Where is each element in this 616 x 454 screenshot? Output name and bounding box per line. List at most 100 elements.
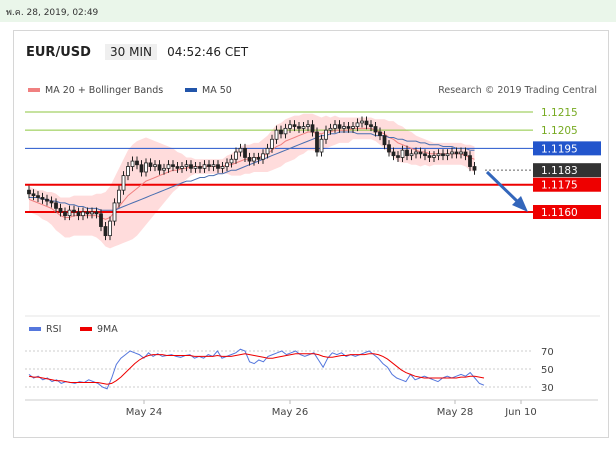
candle-body: [418, 151, 423, 155]
candle-body: [288, 124, 292, 129]
forecast-arrowhead-icon: [512, 196, 528, 212]
candle-body: [351, 126, 355, 129]
candle-body: [112, 202, 117, 222]
candle-body: [270, 138, 274, 149]
candle-body: [229, 158, 234, 164]
candle-body: [463, 151, 468, 157]
candle-body: [180, 166, 184, 169]
candle-body: [36, 195, 40, 198]
candle-body: [130, 160, 135, 167]
ma20-line: [28, 127, 475, 220]
candle-body: [256, 157, 261, 160]
level-lines-layer: [25, 111, 533, 213]
candle-body: [279, 129, 283, 135]
candle-body: [333, 124, 337, 129]
candle-body: [234, 151, 238, 160]
candle-body: [54, 202, 58, 209]
candle-body: [414, 151, 418, 155]
rsi-layer: 70 50 30: [25, 347, 554, 394]
candle-body: [67, 209, 72, 217]
candle-body: [247, 157, 252, 162]
candle-body: [459, 151, 463, 155]
level-labels-layer: 1.1215 1.1205 1.1195 1.1183 1.1175 1.1160: [533, 107, 601, 219]
candle-body: [135, 160, 139, 166]
candle-body: [274, 129, 279, 140]
candle-body: [265, 147, 270, 155]
candle-body: [252, 157, 256, 162]
candle-body: [346, 126, 351, 129]
candle-body: [175, 166, 180, 169]
candle-body: [405, 149, 409, 157]
candle-body: [85, 211, 90, 215]
candle-body: [94, 211, 99, 215]
candle-body: [445, 153, 450, 157]
candle-body: [49, 200, 54, 204]
level-tag-1.1195: [533, 141, 601, 156]
ma20-legend-swatch: [28, 88, 40, 92]
candle-body: [99, 213, 103, 227]
level-tag-1.1175: [533, 177, 601, 192]
candle-body: [423, 153, 427, 157]
candle-body: [139, 164, 144, 173]
rsi-legend-label: RSI: [46, 324, 61, 335]
candle-body: [382, 135, 387, 146]
candle-body: [103, 226, 108, 237]
level-tag-1.1160: [533, 205, 601, 219]
x-tick-label: May 26: [272, 407, 309, 418]
candle-body: [450, 151, 454, 155]
rsi-tick-50: 50: [541, 365, 554, 376]
candle-body: [432, 155, 436, 158]
level-label-1.1205: 1.1205: [541, 125, 578, 137]
candle-body: [355, 122, 360, 127]
candle-body: [409, 153, 414, 157]
candle-body: [153, 164, 157, 167]
candle-body: [126, 166, 130, 177]
symbol-label: EUR/USD: [26, 45, 91, 60]
candle-body: [225, 162, 229, 167]
top-bar: พ.ค. 28, 2019, 02:49: [0, 0, 616, 22]
ma9-legend-label: 9MA: [97, 324, 118, 335]
candle-body: [202, 164, 207, 169]
candle-body: [324, 129, 328, 140]
candles-layer: [27, 116, 477, 241]
clock-text: 04:52:46 CET: [167, 45, 249, 59]
moving-averages-layer: [28, 127, 475, 220]
candle-body: [144, 162, 148, 173]
timeframe-badge[interactable]: 30 MIN: [105, 44, 157, 60]
candle-body: [117, 189, 121, 204]
candle-body: [360, 120, 364, 124]
candle-body: [90, 211, 94, 215]
x-tick-label: Jun 10: [504, 407, 537, 418]
candle-body: [283, 127, 288, 135]
candle-body: [378, 131, 382, 137]
level-tag-1.1183: [533, 163, 601, 178]
candle-body: [166, 164, 171, 169]
candle-body: [310, 124, 315, 133]
candle-body: [297, 126, 301, 129]
ma50-line: [29, 131, 475, 211]
level-label-1.1175: 1.1175: [541, 180, 578, 192]
candle-body: [27, 189, 31, 195]
candle-body: [301, 126, 306, 129]
credit-text: Research © 2019 Trading Central: [438, 85, 597, 96]
candle-body: [171, 164, 175, 167]
level-label-1.1195: 1.1195: [541, 143, 578, 155]
candle-body: [369, 124, 373, 127]
candle-body: [81, 211, 85, 217]
candle-body: [220, 166, 225, 169]
candle-body: [76, 211, 81, 217]
candle-body: [198, 166, 202, 169]
candle-body: [364, 120, 369, 126]
candle-body: [441, 153, 445, 157]
candle-body: [427, 155, 432, 158]
rsi-ma9-line: [28, 353, 485, 385]
bollinger-band-layer: [29, 113, 475, 249]
candle-body: [40, 197, 45, 200]
candle-body: [72, 209, 76, 213]
candle-body: [337, 124, 342, 129]
candle-body: [328, 127, 333, 131]
candle-body: [472, 166, 477, 171]
ma50-legend-label: MA 50: [202, 85, 232, 96]
candle-body: [436, 153, 441, 157]
